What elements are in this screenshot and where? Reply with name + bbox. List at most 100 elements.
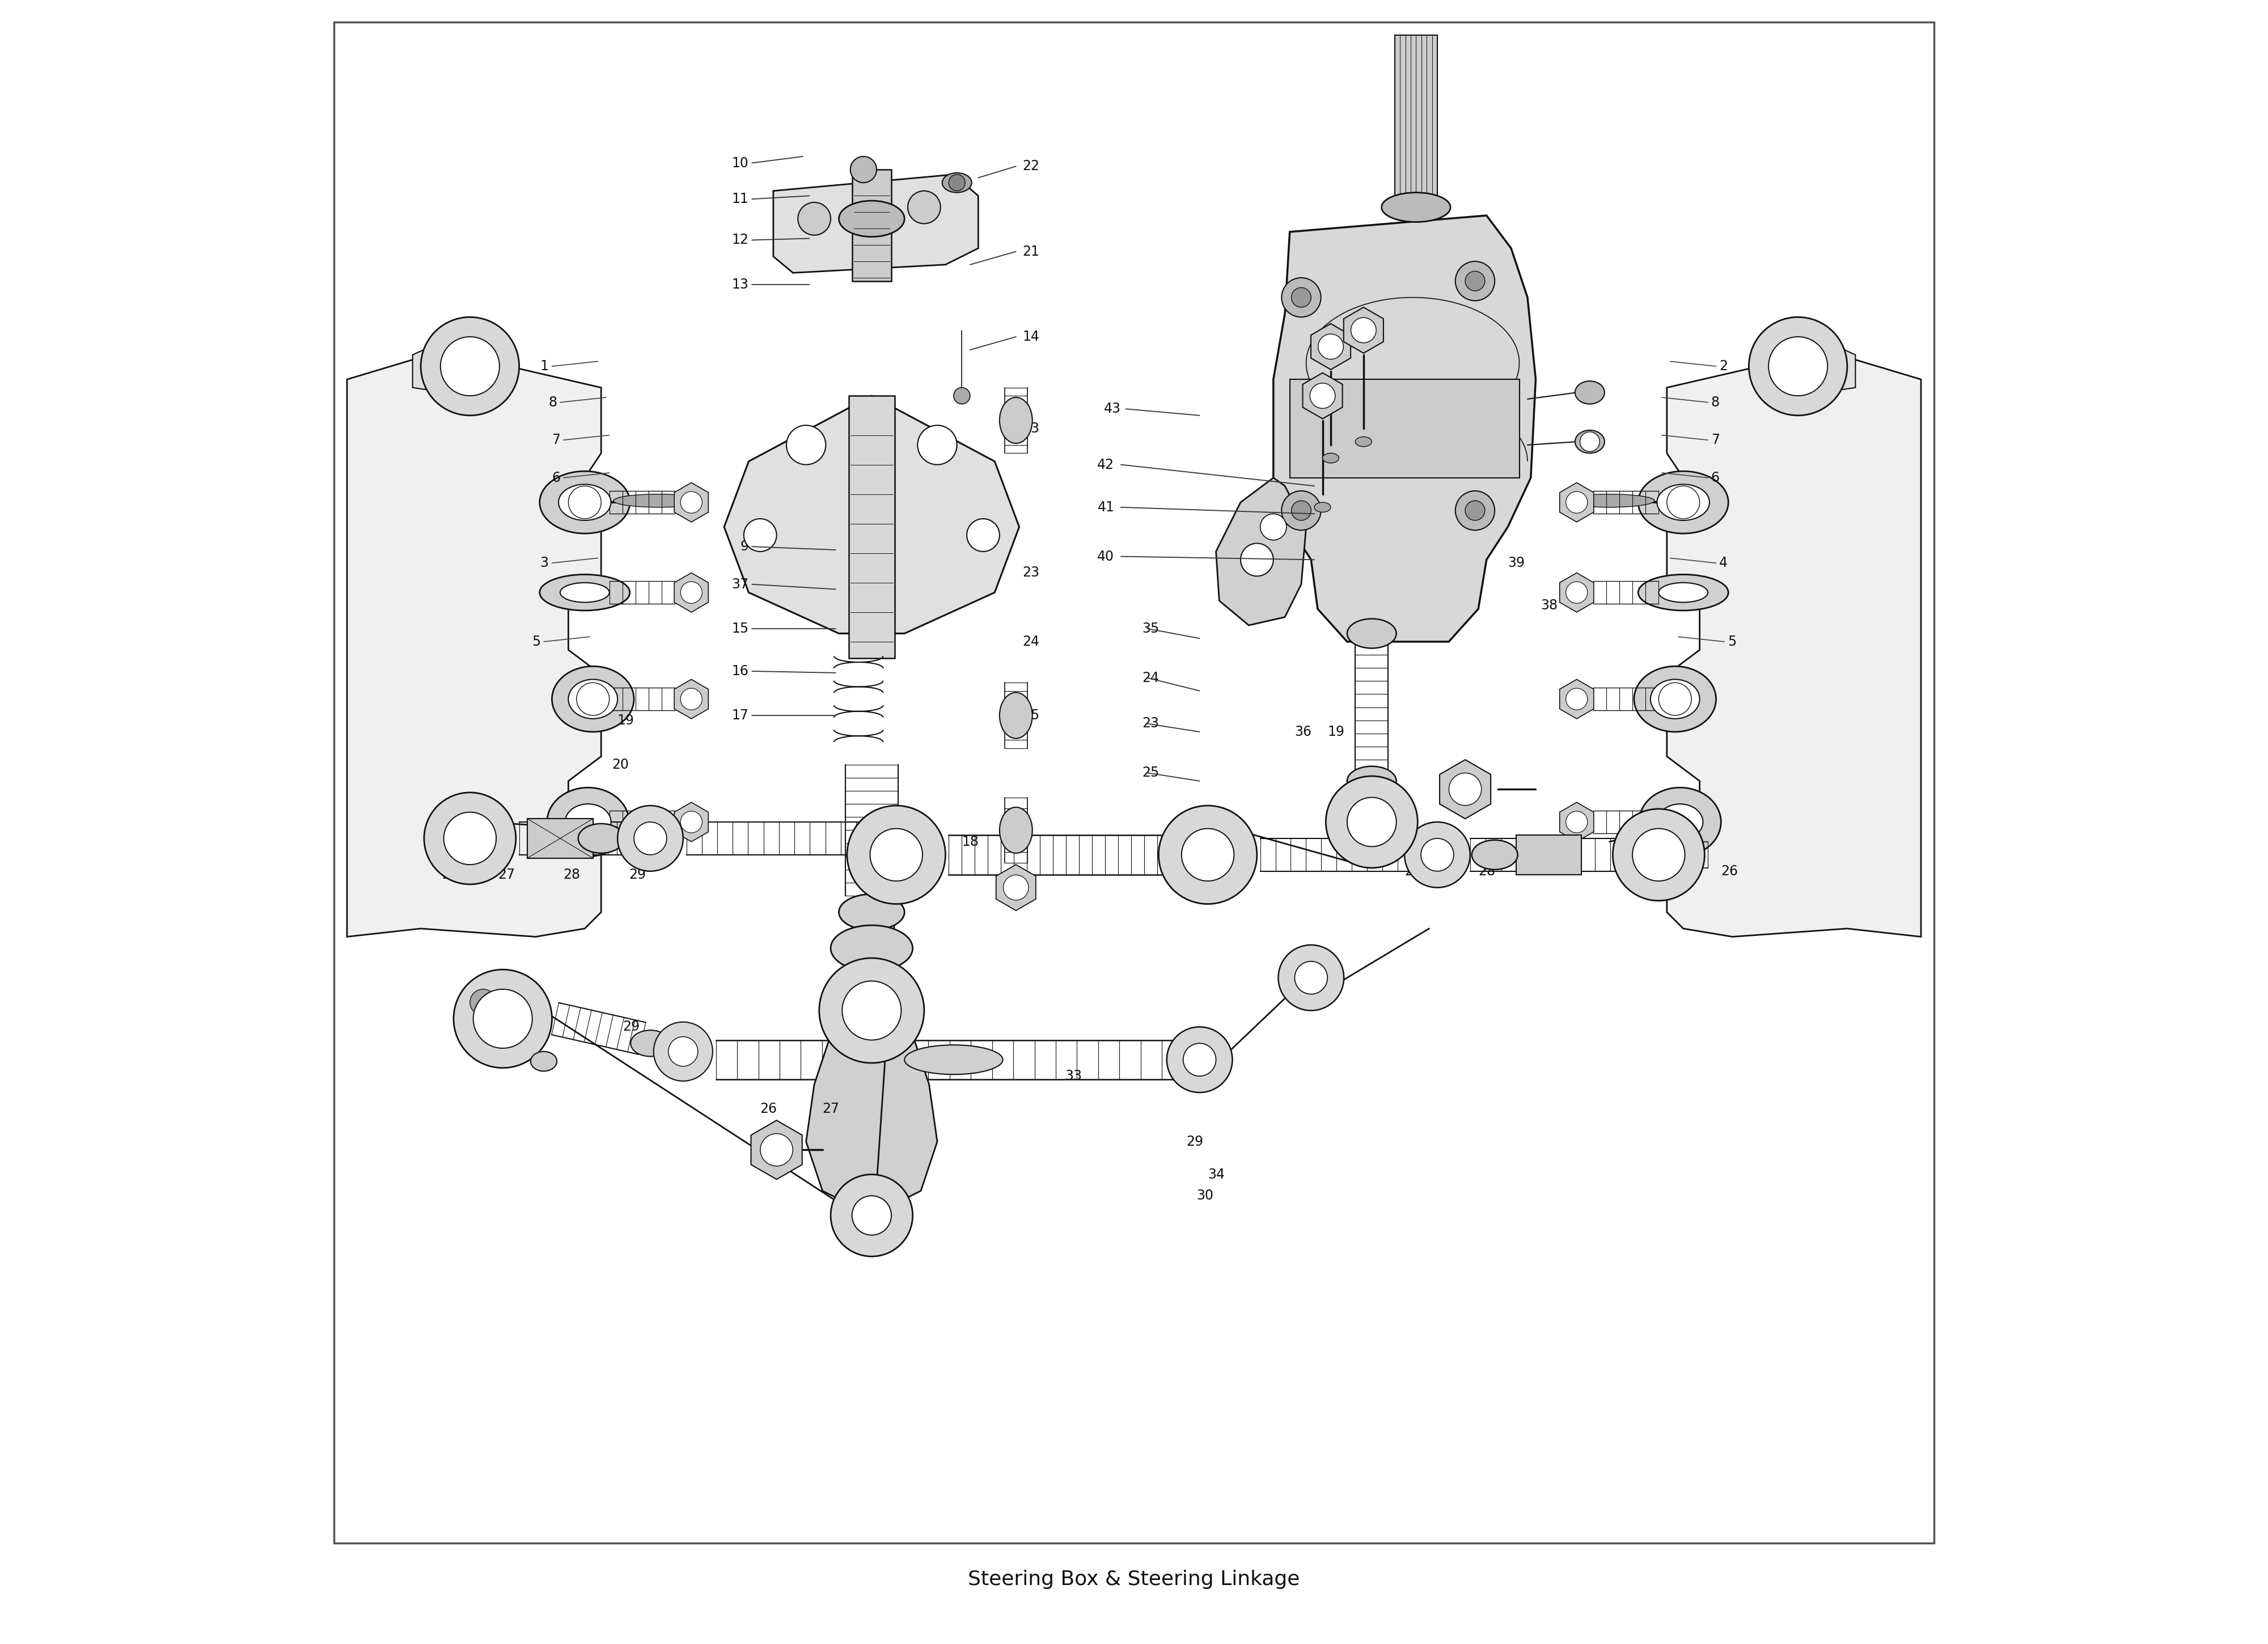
Circle shape <box>1465 271 1486 291</box>
Text: 7: 7 <box>551 434 560 447</box>
Polygon shape <box>805 1036 937 1215</box>
Text: 42: 42 <box>1098 457 1114 472</box>
Ellipse shape <box>1658 485 1710 521</box>
Circle shape <box>680 582 703 603</box>
Text: 9: 9 <box>739 539 748 554</box>
Ellipse shape <box>547 787 628 857</box>
Polygon shape <box>674 572 708 612</box>
Ellipse shape <box>830 926 912 972</box>
Circle shape <box>1749 317 1846 416</box>
Circle shape <box>653 1023 712 1082</box>
Text: 20: 20 <box>1363 769 1381 783</box>
Bar <box>1395 35 1438 215</box>
Text: 26: 26 <box>1640 865 1656 878</box>
Circle shape <box>798 202 830 235</box>
Text: 22: 22 <box>1023 159 1039 173</box>
Circle shape <box>569 487 601 520</box>
Ellipse shape <box>1347 618 1397 648</box>
Circle shape <box>669 1037 699 1067</box>
Ellipse shape <box>612 495 703 508</box>
Text: 12: 12 <box>733 233 748 247</box>
Text: 40: 40 <box>1098 549 1114 564</box>
Text: 13: 13 <box>733 278 748 291</box>
Text: 30: 30 <box>1229 865 1245 878</box>
Polygon shape <box>1560 483 1594 523</box>
Ellipse shape <box>631 1031 669 1057</box>
Ellipse shape <box>569 679 617 718</box>
Ellipse shape <box>1381 192 1452 222</box>
Ellipse shape <box>565 804 610 840</box>
Circle shape <box>830 1174 912 1256</box>
Polygon shape <box>1560 572 1594 612</box>
Polygon shape <box>347 350 601 937</box>
Ellipse shape <box>941 173 971 192</box>
Text: 8: 8 <box>1710 396 1719 409</box>
Bar <box>848 396 894 658</box>
Circle shape <box>1565 689 1588 710</box>
Circle shape <box>1769 337 1828 396</box>
Text: 24: 24 <box>1023 635 1039 648</box>
Circle shape <box>1261 515 1286 539</box>
Text: 37: 37 <box>733 577 748 592</box>
Circle shape <box>1465 501 1486 521</box>
Text: 8: 8 <box>549 396 558 409</box>
Ellipse shape <box>578 824 624 853</box>
Polygon shape <box>1560 802 1594 842</box>
Text: 39: 39 <box>1508 556 1524 570</box>
Text: 43: 43 <box>1105 403 1120 416</box>
Text: 34: 34 <box>1209 1167 1225 1182</box>
Circle shape <box>1449 773 1481 806</box>
Circle shape <box>1159 806 1256 904</box>
Ellipse shape <box>1000 807 1032 853</box>
Polygon shape <box>674 483 708 523</box>
Circle shape <box>841 981 900 1041</box>
Circle shape <box>576 682 610 715</box>
Ellipse shape <box>1356 437 1372 447</box>
Circle shape <box>1347 797 1397 847</box>
Circle shape <box>1295 962 1327 995</box>
Circle shape <box>871 829 923 881</box>
Circle shape <box>1456 261 1495 301</box>
Text: 41: 41 <box>1098 500 1114 515</box>
Circle shape <box>1404 822 1470 888</box>
Text: 26: 26 <box>1721 865 1737 878</box>
Polygon shape <box>1311 324 1352 370</box>
Circle shape <box>1281 492 1320 531</box>
Text: 5: 5 <box>1728 635 1737 648</box>
Ellipse shape <box>1640 787 1721 857</box>
Text: 27: 27 <box>823 1101 839 1116</box>
Ellipse shape <box>558 485 610 521</box>
Text: 2: 2 <box>1719 360 1728 373</box>
Ellipse shape <box>1658 804 1703 840</box>
Circle shape <box>1613 809 1706 901</box>
Circle shape <box>1241 543 1272 575</box>
Circle shape <box>474 990 533 1049</box>
Circle shape <box>422 317 519 416</box>
Ellipse shape <box>905 1046 1002 1075</box>
Circle shape <box>680 689 703 710</box>
Ellipse shape <box>531 1052 558 1072</box>
Ellipse shape <box>839 894 905 931</box>
Text: 16: 16 <box>733 664 748 677</box>
Polygon shape <box>674 679 708 718</box>
Polygon shape <box>1302 373 1343 419</box>
Polygon shape <box>996 865 1036 911</box>
Text: 23: 23 <box>1023 423 1039 436</box>
Text: 29: 29 <box>621 1021 640 1034</box>
Text: 25: 25 <box>1143 766 1159 779</box>
Circle shape <box>424 792 515 884</box>
Ellipse shape <box>1347 766 1397 796</box>
Circle shape <box>1565 492 1588 513</box>
Ellipse shape <box>1651 679 1699 718</box>
Text: 18: 18 <box>962 835 980 848</box>
Polygon shape <box>751 1120 803 1179</box>
Text: 19: 19 <box>1327 725 1345 738</box>
Circle shape <box>966 520 1000 551</box>
Text: 3: 3 <box>540 556 549 570</box>
Text: 23: 23 <box>1023 566 1039 580</box>
Text: 29: 29 <box>1186 1134 1204 1149</box>
Circle shape <box>1184 1044 1216 1077</box>
Circle shape <box>919 426 957 465</box>
Text: 21: 21 <box>1023 245 1039 258</box>
Text: 24: 24 <box>1143 671 1159 684</box>
